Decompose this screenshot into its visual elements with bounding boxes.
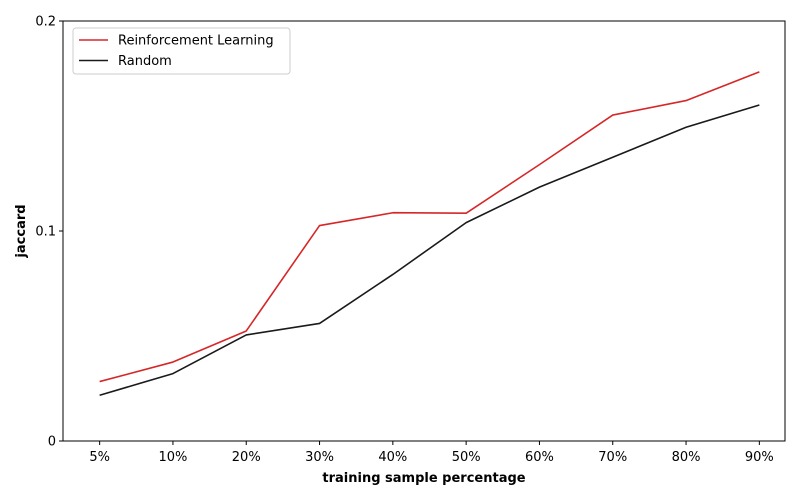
y-tick-label: 0.2 — [35, 15, 56, 30]
legend: Reinforcement Learning Random — [72, 27, 291, 75]
legend-label-reinforcement-learning: Reinforcement Learning — [118, 34, 274, 49]
x-tick-label: 20% — [232, 450, 261, 465]
x-tick-label: 10% — [158, 450, 187, 465]
y-tick-label: 0 — [48, 435, 56, 450]
x-axis-label: training sample percentage — [322, 471, 525, 486]
series-group — [99, 71, 760, 396]
x-tick-label: 90% — [745, 450, 774, 465]
x-tick-label: 60% — [525, 450, 554, 465]
x-tick-label: 80% — [672, 450, 701, 465]
x-tick-label: 40% — [378, 450, 407, 465]
legend-box — [72, 27, 291, 75]
x-tick-label: 50% — [452, 450, 481, 465]
legend-label-random: Random — [118, 54, 172, 69]
x-tick-label: 30% — [305, 450, 334, 465]
series-line-random — [99, 104, 760, 396]
plot-area — [63, 21, 785, 441]
y-axis-label: jaccard — [14, 204, 29, 258]
y-tick-label: 0.1 — [35, 225, 56, 240]
x-tick-label: 70% — [598, 450, 627, 465]
x-tick-label: 5% — [89, 450, 110, 465]
series-line-reinforcement-learning — [99, 71, 760, 383]
plot-background — [63, 21, 785, 441]
axes-group: 5% 10% 20% 30% 40% 50% 60% 70% 80% 90% 0 0.1 0.2 — [35, 15, 786, 465]
